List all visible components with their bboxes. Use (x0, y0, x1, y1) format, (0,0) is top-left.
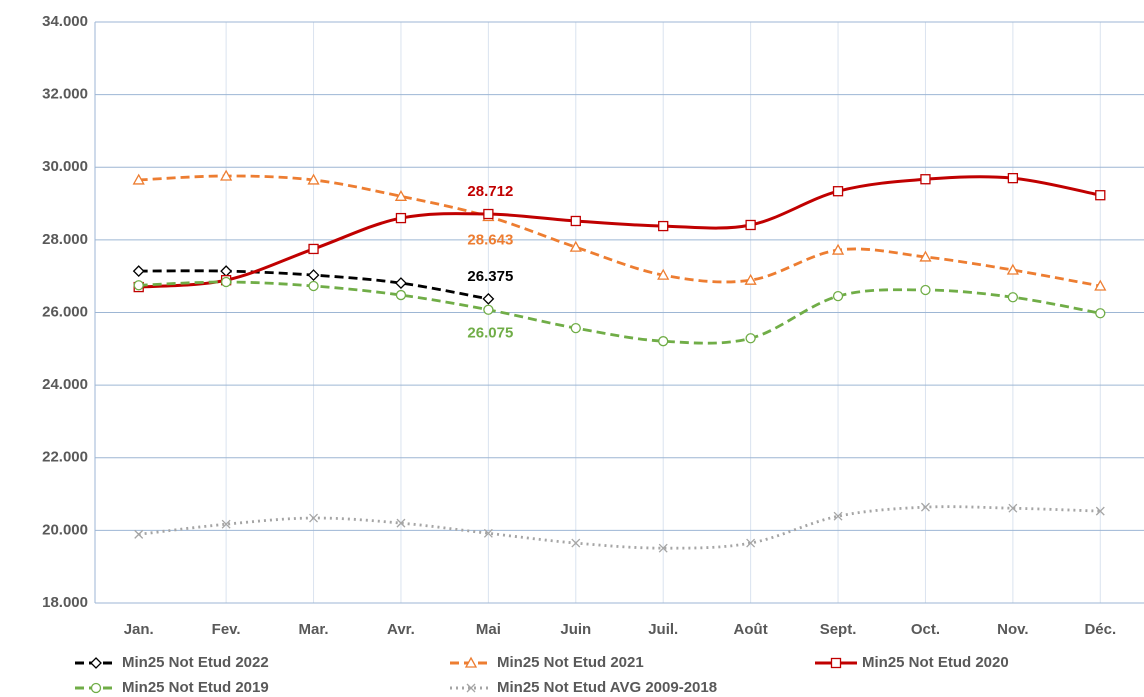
legend-marker (830, 657, 842, 669)
point (483, 304, 494, 315)
point (920, 174, 931, 185)
point (309, 513, 319, 523)
legend-label: Min25 Not Etud 2019 (122, 679, 269, 696)
data-label: 26.075 (467, 325, 513, 342)
point (394, 189, 408, 201)
x-tick-label: Sept. (820, 621, 857, 638)
y-tick-label: 26.000 (42, 303, 88, 320)
x-tick-label: Avr. (387, 621, 415, 638)
y-tick-label: 20.000 (42, 521, 88, 538)
point (745, 333, 756, 344)
y-tick-label: 18.000 (42, 594, 88, 611)
x-tick-label: Fev. (212, 621, 241, 638)
legend-label: Min25 Not Etud 2021 (497, 654, 644, 671)
y-tick-label: 24.000 (42, 376, 88, 393)
legend-label: Min25 Not Etud 2022 (122, 654, 269, 671)
point (1095, 506, 1105, 516)
point (395, 277, 407, 290)
point (308, 243, 319, 255)
point (831, 243, 845, 255)
y-tick-label: 32.000 (42, 86, 88, 103)
point (132, 173, 145, 185)
series: Min25 Not Etud 2019 (75, 276, 1106, 696)
point (134, 529, 144, 539)
point (658, 220, 669, 232)
point (133, 280, 144, 291)
legend-marker (466, 683, 476, 693)
x-tick-label: Août (734, 621, 768, 638)
legend-marker (90, 657, 102, 669)
point (396, 518, 406, 528)
point (746, 538, 756, 548)
point (919, 250, 932, 262)
point (832, 291, 844, 302)
point (833, 511, 843, 521)
point (657, 268, 670, 280)
point (1007, 172, 1019, 184)
point (482, 292, 495, 305)
point (658, 543, 668, 553)
point (1008, 503, 1018, 513)
point (832, 186, 844, 197)
y-tick-label: 34.000 (42, 13, 88, 30)
x-tick-label: Mai (476, 621, 501, 638)
legend-marker (90, 682, 102, 694)
point (220, 169, 233, 181)
point (920, 502, 930, 512)
series: Min25 Not Etud AVG 2009-2018 (134, 502, 1105, 696)
point (483, 208, 494, 220)
point (744, 273, 757, 285)
point (307, 269, 320, 282)
series-line (138, 174, 1101, 288)
series-line (138, 505, 1101, 550)
series-line (138, 175, 1101, 289)
point (220, 265, 233, 278)
point (920, 284, 931, 296)
x-tick-label: Juil. (648, 621, 678, 638)
y-tick-label: 28.000 (42, 231, 88, 248)
legend-label: Min25 Not Etud AVG 2009-2018 (497, 679, 717, 696)
point (570, 322, 581, 334)
point (571, 538, 581, 548)
point (307, 173, 320, 185)
legend-label: Min25 Not Etud 2020 (862, 654, 1009, 671)
x-tick-label: Nov. (997, 621, 1028, 638)
data-label: 28.643 (467, 231, 513, 248)
point (220, 276, 232, 288)
point (570, 215, 581, 227)
x-tick-label: Jan. (124, 621, 154, 638)
y-tick-label: 22.000 (42, 449, 88, 466)
data-label: 26.375 (467, 268, 513, 285)
x-tick-label: Mar. (299, 621, 329, 638)
point (658, 336, 669, 347)
point (745, 219, 756, 231)
x-tick-label: Déc. (1084, 621, 1116, 638)
point (395, 289, 407, 301)
series: Min25 Not Etud 2020 (133, 172, 1106, 671)
point (395, 212, 407, 224)
point (1007, 292, 1019, 303)
point (1006, 263, 1019, 275)
point (1095, 308, 1106, 319)
series: Min25 Not Etud 2021 (132, 169, 1107, 671)
y-tick-label: 30.000 (42, 158, 88, 175)
legend-marker (464, 656, 478, 668)
point (483, 528, 493, 538)
point (221, 519, 231, 529)
point (308, 280, 319, 292)
x-tick-label: Oct. (911, 621, 940, 638)
point (1094, 279, 1107, 291)
point (569, 240, 582, 252)
point (132, 265, 145, 278)
data-label: 28.712 (467, 183, 513, 200)
point (1095, 190, 1106, 201)
x-tick-label: Juin (560, 621, 591, 638)
series: Min25 Not Etud 2022 (75, 265, 495, 671)
